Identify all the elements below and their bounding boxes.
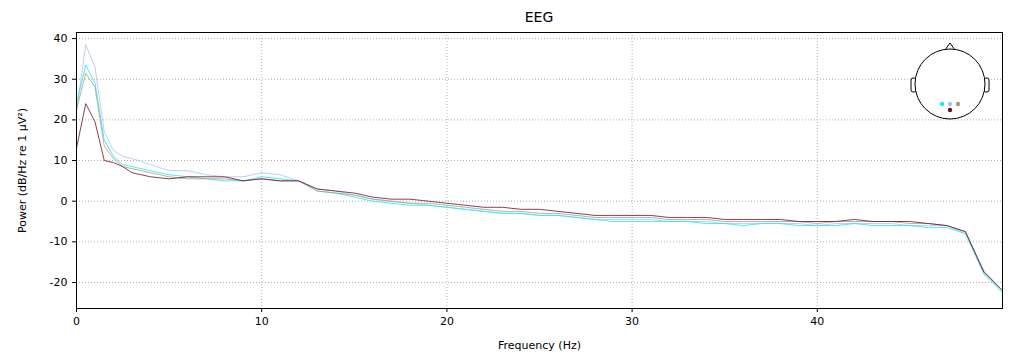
svg-text:10: 10 — [54, 154, 68, 167]
svg-text:40: 40 — [810, 315, 824, 328]
svg-text:30: 30 — [54, 73, 68, 86]
svg-text:20: 20 — [54, 113, 68, 126]
svg-text:0: 0 — [73, 315, 80, 328]
svg-text:-10: -10 — [50, 235, 68, 248]
svg-text:0: 0 — [61, 195, 68, 208]
svg-text:20: 20 — [440, 315, 454, 328]
svg-text:Frequency (Hz): Frequency (Hz) — [498, 339, 581, 352]
svg-text:-20: -20 — [50, 276, 68, 289]
svg-text:10: 10 — [255, 315, 269, 328]
svg-text:Power (dB/Hz re 1 µV²): Power (dB/Hz re 1 µV²) — [16, 108, 29, 233]
svg-text:40: 40 — [54, 32, 68, 45]
html-text:EEG: EEG — [524, 9, 554, 25]
svg-text:30: 30 — [625, 315, 639, 328]
